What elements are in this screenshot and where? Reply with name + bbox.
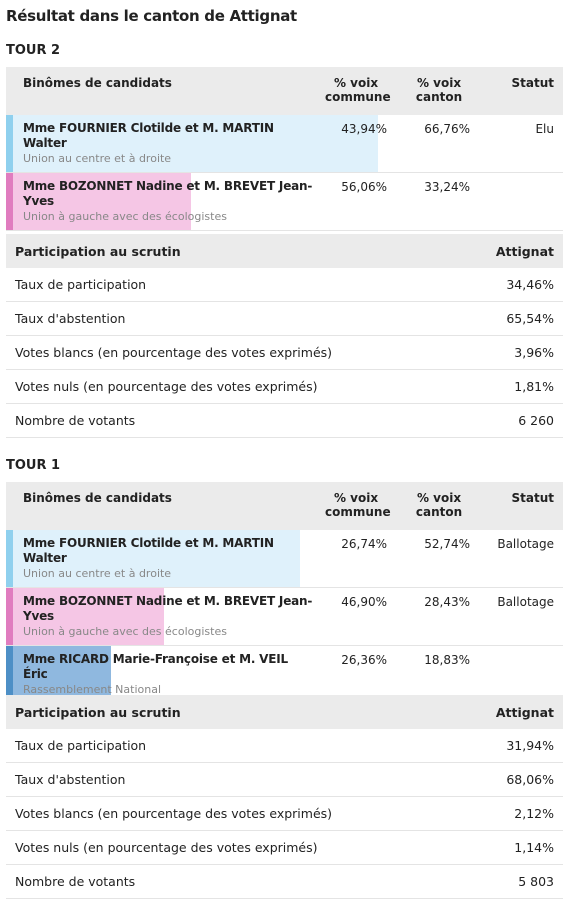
row-value: 6 260	[518, 413, 554, 428]
row-label: Taux d'abstention	[15, 772, 126, 787]
row-label: Votes blancs (en pourcentage des votes e…	[15, 345, 333, 360]
candidate-row: Mme FOURNIER Clotilde et M. MARTIN Walte…	[6, 530, 563, 588]
round-label: TOUR 2	[6, 43, 61, 58]
candidates-table: Binômes de candidats % voix commune % voix…	[6, 482, 563, 704]
candidate-name: Mme FOURNIER Clotilde et M. MARTIN Walte…	[23, 121, 274, 150]
candidate-row: Mme BOZONNET Nadine et M. BREVET Jean-Yv…	[6, 588, 563, 646]
row-label: Votes nuls (en pourcentage des votes exp…	[15, 840, 318, 855]
vote-canton: 52,74%	[424, 537, 470, 551]
vote-commune: 46,90%	[341, 595, 387, 609]
row-value: 5 803	[518, 874, 554, 889]
row-label: Votes nuls (en pourcentage des votes exp…	[15, 379, 318, 394]
candidate-cell: Mme FOURNIER Clotilde et M. MARTIN Walte…	[13, 530, 313, 587]
vote-commune: 43,94%	[341, 122, 387, 136]
candidate-cell: Mme FOURNIER Clotilde et M. MARTIN Walte…	[13, 115, 313, 172]
canton-share-bar	[6, 173, 192, 230]
page-title: Résultat dans le canton de Attignat	[6, 7, 297, 25]
party-color	[6, 588, 13, 645]
party-name: Rassemblement National	[23, 683, 161, 696]
candidate-name: Mme BOZONNET Nadine et M. BREVET Jean-Yv…	[23, 594, 313, 623]
row-value: 34,46%	[506, 277, 554, 292]
row-label: Taux de participation	[15, 277, 147, 292]
party-name: Union à gauche avec des écologistes	[23, 210, 227, 223]
row-value: 31,94%	[506, 738, 554, 753]
header-cell: Attignat	[495, 243, 554, 259]
vote-commune: 26,74%	[341, 537, 387, 551]
header-cell: % voix commune	[325, 491, 391, 519]
canton-share-bar	[6, 115, 378, 172]
canton-share-bar	[6, 588, 165, 645]
row-label: Votes blancs (en pourcentage des votes e…	[15, 806, 333, 821]
participation-row: Votes nuls (en pourcentage des votes exp…	[6, 370, 563, 404]
candidate-row: Mme RICARD Marie-Françoise et M. VEIL Ér…	[6, 646, 563, 704]
row-label: Taux de participation	[15, 738, 147, 753]
party-color	[6, 115, 13, 172]
candidate-row: Mme FOURNIER Clotilde et M. MARTIN Walte…	[6, 115, 563, 173]
candidate-cell: Mme BOZONNET Nadine et M. BREVET Jean-Yv…	[13, 173, 313, 230]
header-cell: % voix canton	[415, 491, 463, 519]
vote-canton: 66,76%	[424, 122, 470, 136]
candidates-table: Binômes de candidats % voix commune % voix…	[6, 67, 563, 231]
participation-row: Taux de participation 31,94%	[6, 729, 563, 763]
header-cell: % voix commune	[325, 76, 391, 104]
header-cell: Participation au scrutin	[15, 243, 181, 259]
header-cell: Participation au scrutin	[15, 704, 181, 720]
vote-commune: 26,36%	[341, 653, 387, 667]
participation-row: Taux de participation 34,46%	[6, 268, 563, 302]
row-value: 68,06%	[506, 772, 554, 787]
party-color	[6, 173, 13, 230]
row-value: 1,81%	[514, 379, 554, 394]
party-name: Union à gauche avec des écologistes	[23, 625, 227, 638]
vote-canton: 18,83%	[424, 653, 470, 667]
party-color	[6, 646, 13, 703]
table-header: Binômes de candidats % voix commune % voix…	[6, 67, 563, 115]
participation-table: Participation au scrutin Attignat Taux de …	[6, 695, 563, 899]
candidate-cell: Mme BOZONNET Nadine et M. BREVET Jean-Yv…	[13, 588, 313, 645]
row-value: 65,54%	[506, 311, 554, 326]
table-header: Binômes de candidats % voix commune % voix…	[6, 482, 563, 530]
status: Elu	[535, 122, 554, 136]
candidate-row: Mme BOZONNET Nadine et M. BREVET Jean-Yv…	[6, 173, 563, 231]
table-header: Participation au scrutin Attignat	[6, 234, 563, 268]
table-header: Participation au scrutin Attignat	[6, 695, 563, 729]
header-cell: Statut	[511, 491, 555, 505]
canton-share-bar	[6, 530, 300, 587]
row-label: Nombre de votants	[15, 874, 136, 889]
vote-commune: 56,06%	[341, 180, 387, 194]
row-value: 1,14%	[514, 840, 554, 855]
vote-canton: 33,24%	[424, 180, 470, 194]
status: Ballotage	[497, 595, 554, 609]
candidate-name: Mme FOURNIER Clotilde et M. MARTIN Walte…	[23, 536, 274, 565]
participation-row: Taux d'abstention 68,06%	[6, 763, 563, 797]
canton-share-bar	[6, 646, 111, 703]
row-value: 2,12%	[514, 806, 554, 821]
party-name: Union au centre et à droite	[23, 567, 172, 580]
party-color	[6, 530, 13, 587]
row-label: Nombre de votants	[15, 413, 136, 428]
candidate-cell: Mme RICARD Marie-Françoise et M. VEIL Ér…	[13, 646, 313, 703]
participation-table: Participation au scrutin Attignat Taux de …	[6, 234, 563, 438]
round-label: TOUR 1	[6, 458, 61, 473]
participation-row: Nombre de votants 5 803	[6, 865, 563, 899]
status: Ballotage	[497, 537, 554, 551]
header-cell: % voix canton	[415, 76, 463, 104]
participation-row: Votes nuls (en pourcentage des votes exp…	[6, 831, 563, 865]
header-cell: Binômes de candidats	[23, 76, 172, 90]
participation-row: Nombre de votants 6 260	[6, 404, 563, 438]
row-value: 3,96%	[514, 345, 554, 360]
vote-canton: 28,43%	[424, 595, 470, 609]
participation-row: Votes blancs (en pourcentage des votes e…	[6, 336, 563, 370]
participation-row: Votes blancs (en pourcentage des votes e…	[6, 797, 563, 831]
row-label: Taux d'abstention	[15, 311, 126, 326]
header-cell: Attignat	[495, 704, 554, 720]
header-cell: Binômes de candidats	[23, 491, 172, 505]
header-cell: Statut	[511, 76, 555, 90]
status	[470, 173, 554, 230]
candidate-name: Mme BOZONNET Nadine et M. BREVET Jean-Yv…	[23, 179, 313, 208]
party-name: Union au centre et à droite	[23, 152, 172, 165]
participation-row: Taux d'abstention 65,54%	[6, 302, 563, 336]
candidate-name: Mme RICARD Marie-Françoise et M. VEIL Ér…	[23, 652, 288, 681]
